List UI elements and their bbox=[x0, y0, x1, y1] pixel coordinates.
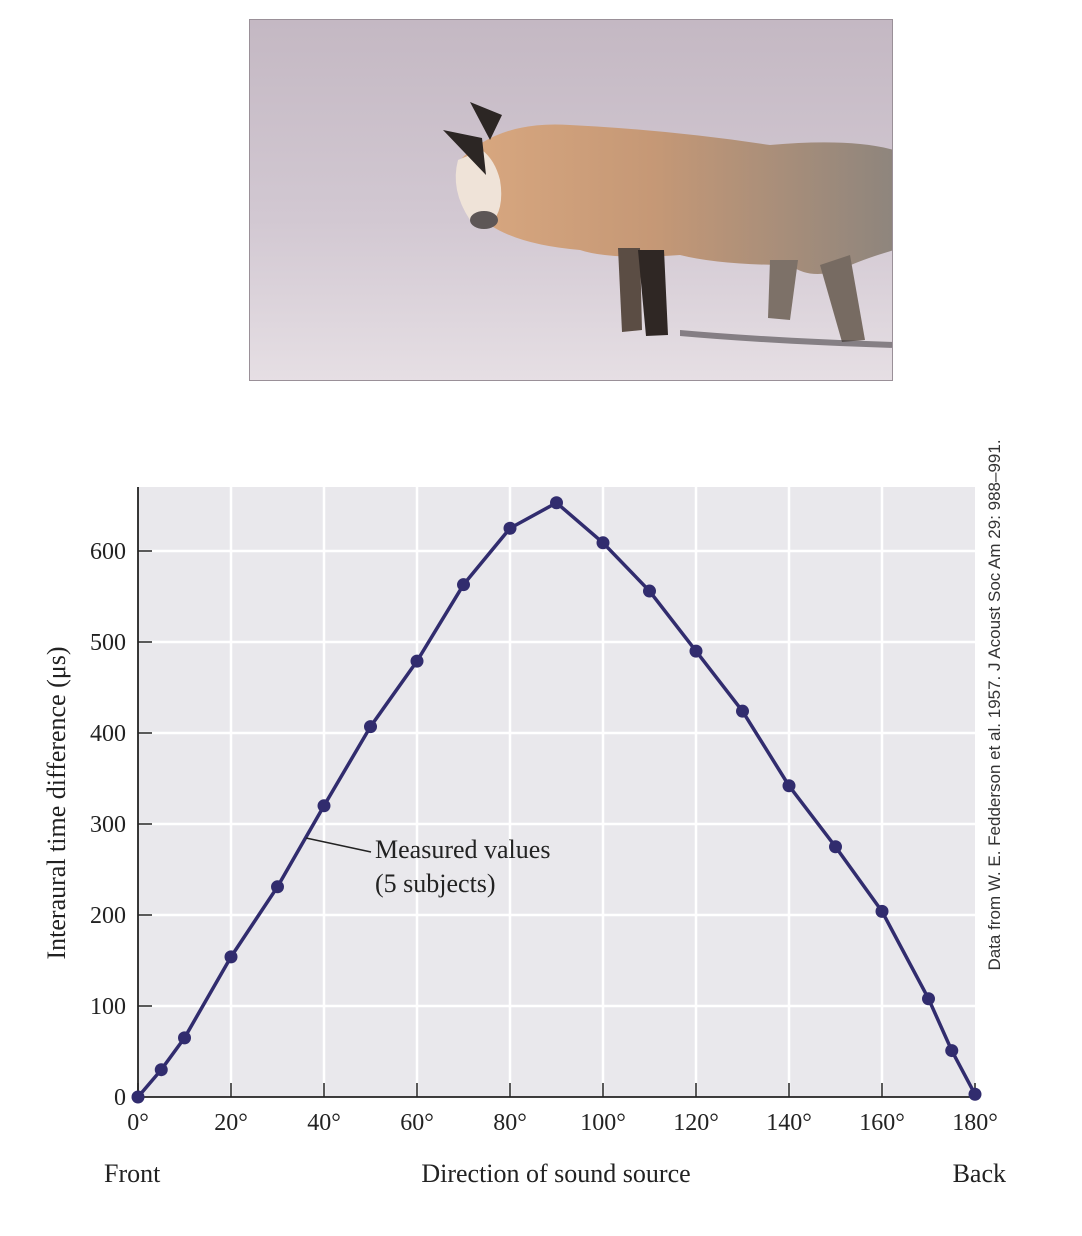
axes bbox=[137, 487, 975, 1098]
fox-photo bbox=[249, 19, 893, 381]
data-point bbox=[945, 1044, 959, 1058]
data-point bbox=[224, 950, 238, 964]
data-point bbox=[643, 584, 656, 598]
data-point bbox=[922, 992, 935, 1006]
x-tick-label: 40° bbox=[307, 1110, 341, 1136]
x-tick-label: 160° bbox=[859, 1110, 905, 1136]
annotation-line2: (5 subjects) bbox=[375, 869, 496, 898]
y-tick-label: 500 bbox=[90, 630, 126, 656]
x-tick-label: 120° bbox=[673, 1110, 719, 1136]
y-tick-label: 300 bbox=[90, 812, 126, 838]
data-point bbox=[317, 799, 331, 813]
annotation-leader-line bbox=[305, 837, 372, 853]
data-point bbox=[968, 1087, 982, 1101]
x-tick-label: 100° bbox=[580, 1110, 626, 1136]
gridlines bbox=[138, 487, 975, 1097]
data-point bbox=[131, 1090, 145, 1104]
x-tick-label: 0° bbox=[127, 1110, 149, 1136]
x-tick-label: 20° bbox=[214, 1110, 248, 1136]
y-tick-label: 400 bbox=[90, 721, 126, 747]
data-point bbox=[154, 1063, 168, 1077]
x-tick-label: 140° bbox=[766, 1110, 812, 1136]
data-point bbox=[410, 654, 424, 668]
x-axis-title: Direction of sound source bbox=[421, 1159, 690, 1188]
plot-area bbox=[138, 487, 975, 1097]
x-end-label-front: Front bbox=[104, 1159, 161, 1188]
data-point bbox=[178, 1031, 191, 1045]
data-point bbox=[503, 521, 517, 535]
data-point bbox=[364, 720, 377, 734]
x-tick-label: 180° bbox=[952, 1110, 998, 1136]
x-end-label-back: Back bbox=[953, 1159, 1006, 1188]
y-tick-label: 0 bbox=[114, 1085, 126, 1111]
x-tick-label: 80° bbox=[493, 1110, 527, 1136]
data-point bbox=[829, 840, 842, 854]
y-tick-label: 100 bbox=[90, 994, 126, 1020]
data-point bbox=[550, 496, 563, 510]
data-point bbox=[271, 880, 284, 894]
data-point bbox=[875, 904, 889, 918]
y-tick-label: 600 bbox=[90, 539, 126, 565]
data-point bbox=[689, 644, 703, 658]
x-tick-label: 60° bbox=[400, 1110, 434, 1136]
axis-ticks: 0° 20° 40° 60° 80° 100° 120° 140° 160° 180° 0 100 20… bbox=[90, 539, 998, 1136]
y-axis-title: Interaural time difference (μs) bbox=[42, 646, 71, 959]
y-tick-label: 200 bbox=[90, 903, 126, 929]
data-point bbox=[736, 704, 749, 718]
data-point bbox=[596, 536, 610, 550]
data-series bbox=[131, 496, 982, 1104]
data-source-credit: Data from W. E. Fedderson et al. 1957. J… bbox=[985, 439, 1004, 970]
data-point bbox=[782, 779, 796, 793]
fox-image bbox=[250, 20, 892, 380]
annotation-line1: Measured values bbox=[375, 835, 550, 864]
data-point bbox=[457, 578, 470, 592]
